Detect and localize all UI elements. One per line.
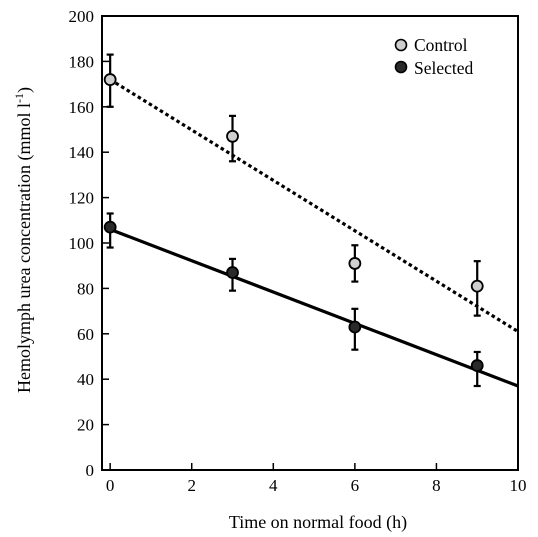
y-tick-label: 160 (69, 98, 95, 117)
y-tick-label: 20 (77, 416, 94, 435)
legend: Control Selected (394, 35, 474, 78)
x-tick-label: 0 (106, 476, 115, 495)
plot-frame (101, 15, 519, 471)
y-tick-label: 120 (69, 189, 95, 208)
fit-line-selected (109, 227, 519, 388)
data-point-selected (226, 266, 239, 279)
legend-label-control: Control (414, 35, 468, 55)
y-axis-label-close: ) (14, 87, 35, 93)
y-tick-label: 0 (86, 461, 95, 480)
data-points (103, 73, 484, 372)
y-tick-label: 40 (77, 370, 94, 389)
y-axis-label: Hemolymph urea concentration (mmol l-1) (12, 87, 35, 393)
y-tick-label: 80 (77, 279, 94, 298)
axes: 0 20 40 60 80 100 120 140 160 180 200 0 2 4 6 8 10 (69, 7, 527, 495)
legend-marker-control (394, 38, 408, 52)
data-point-selected (103, 220, 117, 234)
data-point-selected (470, 359, 484, 372)
x-tick-label: 10 (510, 476, 527, 495)
x-tick-label: 2 (187, 476, 196, 495)
fit-lines (109, 78, 519, 388)
y-tick-label: 180 (69, 52, 95, 71)
fit-line-control (109, 78, 519, 333)
error-bars (106, 53, 481, 388)
y-tick-label: 60 (77, 325, 94, 344)
x-tick-label: 8 (432, 476, 441, 495)
data-point-control (103, 73, 117, 86)
x-axis-label: Time on normal food (h) (229, 512, 407, 533)
legend-label-selected: Selected (414, 58, 474, 78)
x-tick-label: 6 (351, 476, 360, 495)
y-tick-label: 140 (69, 143, 95, 162)
x-tick-label: 4 (269, 476, 278, 495)
data-point-selected (348, 320, 362, 334)
legend-marker-selected (394, 60, 408, 74)
y-axis-label-sup: -1 (12, 93, 26, 103)
y-axis-label-main: Hemolymph urea concentration (mmol l (14, 103, 35, 393)
data-point-control (470, 279, 484, 293)
data-point-control (226, 129, 239, 143)
data-point-control (348, 257, 362, 270)
y-tick-label: 200 (69, 7, 95, 26)
y-tick-label: 100 (69, 234, 95, 253)
